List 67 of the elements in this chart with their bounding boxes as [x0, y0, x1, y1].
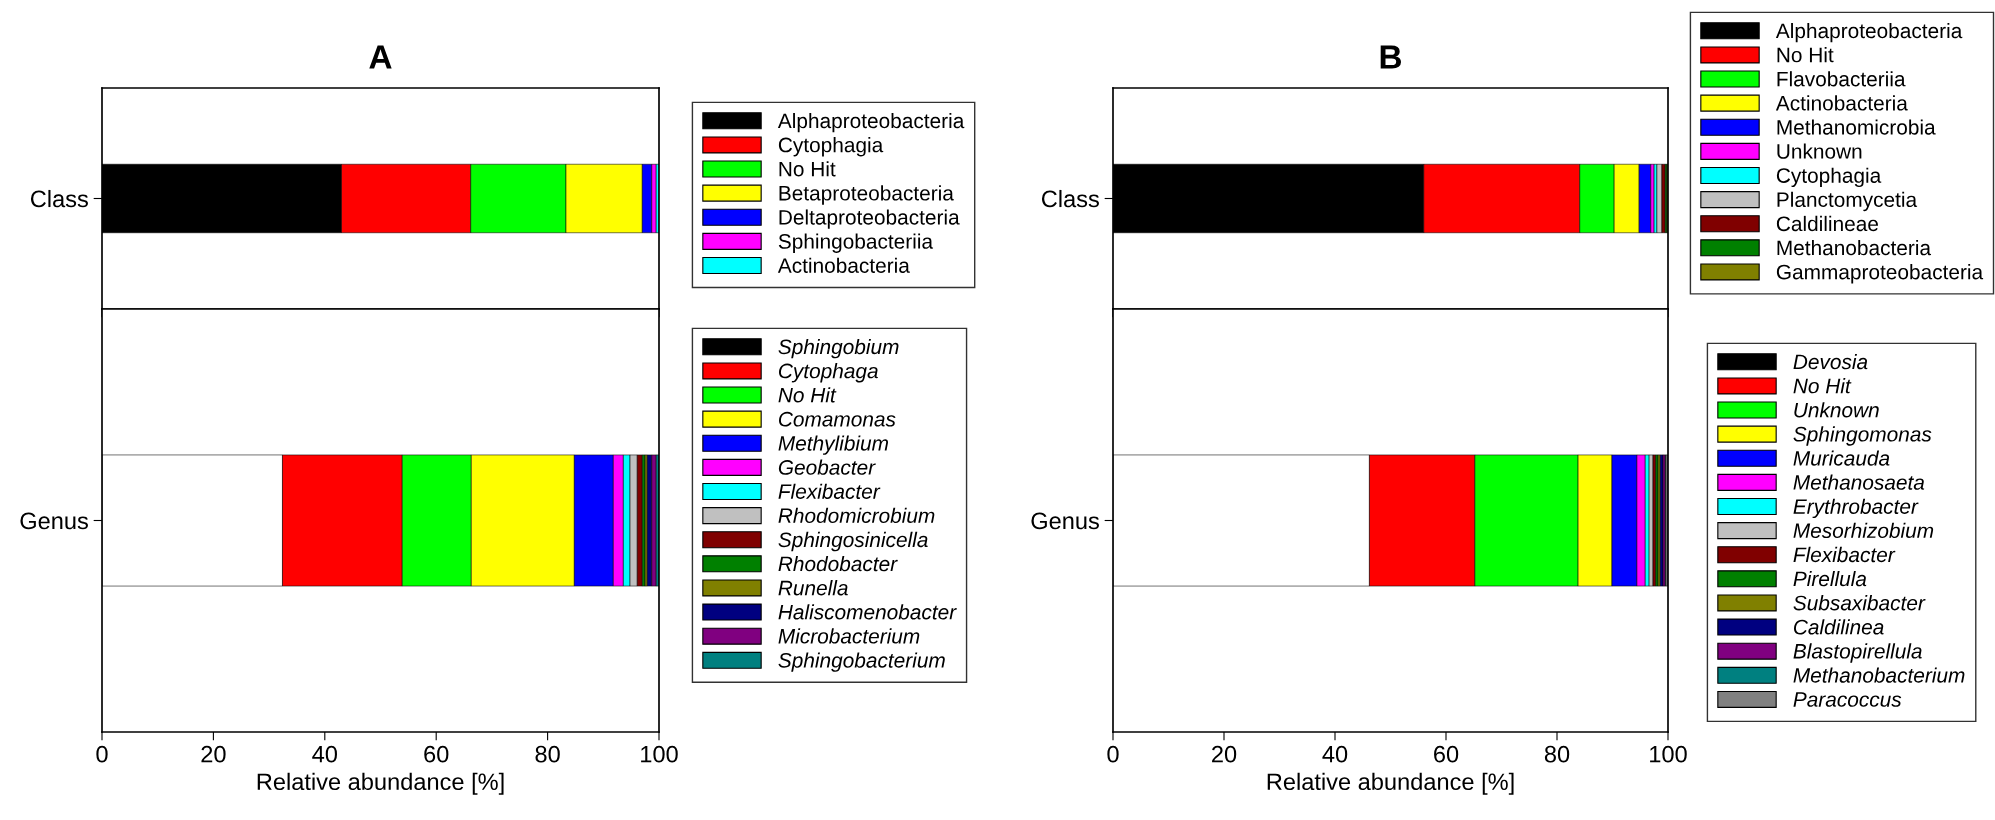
legend-label: Rhodobacter	[778, 555, 898, 572]
legend-label: Unknown	[1777, 143, 1862, 159]
legend-label: Betaproteobacteria	[779, 185, 954, 205]
legend-label: Actinobacteria	[1775, 95, 1908, 111]
legend-label: Methanomicrobia	[1777, 119, 1936, 135]
legend-label: Sphingomonas	[1793, 426, 1932, 446]
legend-label: No Hit	[1777, 47, 1834, 63]
legend-label: Subsaxibacter	[1793, 595, 1926, 611]
legend-label: Methanobacterium	[1793, 667, 1965, 683]
legend-label: Muricauda	[1793, 450, 1890, 466]
x-axis-title: Relative abundance [%]	[1267, 772, 1514, 795]
legend-label: Caldilineae	[1776, 215, 1878, 232]
x-tick-label: 0	[1107, 745, 1119, 763]
legend-label: Microbacterium	[778, 628, 920, 644]
x-tick-label: 60	[424, 745, 449, 763]
text: Cytophaga	[778, 363, 878, 383]
x-tick-label: 80	[1544, 745, 1570, 763]
legend-label: Sphingobacteriia	[778, 233, 934, 253]
legend-label: Rhodomicrobium	[778, 507, 935, 524]
x-tick-label: 60	[1434, 745, 1459, 763]
chart-title: A	[369, 45, 392, 69]
x-tick-label: 40	[312, 745, 338, 763]
legend-label: Alphaproteobacteria	[777, 112, 965, 133]
legend-label: Blastopirellula	[1793, 643, 1922, 663]
legend-label: Caldilinea	[1793, 619, 1884, 635]
legend-label: Methanosaeta	[1793, 474, 1925, 490]
legend-label: Actinobacteria	[777, 257, 910, 273]
y-tick-label: Class	[1041, 189, 1099, 208]
legend-label: Unknown	[1794, 402, 1879, 418]
x-tick-label: 20	[201, 745, 226, 763]
legend-label: Sphingosinicella	[778, 531, 928, 552]
legend-label: Sphingobacterium	[778, 652, 945, 672]
legend-label: Runella	[778, 580, 848, 596]
x-tick-label: 40	[1322, 745, 1348, 763]
legend-label: No Hit	[779, 161, 836, 177]
legend-label: Methanobacteria	[1777, 239, 1932, 256]
legend-label: Alphaproteobacteria	[1775, 22, 1963, 43]
x-tick-label: 0	[96, 745, 108, 763]
x-tick-label: 20	[1212, 745, 1237, 763]
legend-label: Gammaproteobacteria	[1776, 264, 1984, 284]
x-tick-label: 100	[1650, 745, 1687, 763]
legend-label: Deltaproteobacteria	[779, 209, 960, 229]
legend-label: Devosia	[1793, 353, 1868, 370]
legend-label: Planctomycetia	[1777, 191, 1918, 212]
chart-title: B	[1380, 45, 1402, 69]
text: Sphingobium	[778, 338, 899, 359]
text: No Hit	[778, 387, 837, 403]
y-tick-label: Class	[30, 189, 88, 208]
legend-label: Paracoccus	[1793, 692, 1902, 707]
legend-label: No Hit	[1793, 378, 1852, 394]
x-axis-title: Relative abundance [%]	[257, 772, 504, 795]
legend-label: Erythrobacter	[1793, 498, 1919, 519]
y-tick-label: Genus	[1031, 512, 1099, 530]
x-tick-label: 100	[641, 745, 678, 763]
text: Comamonas	[778, 411, 896, 427]
legend-label: Mesorhizobium	[1793, 522, 1934, 539]
legend-label: Flexibacter	[1793, 546, 1896, 563]
text: Flexibacter	[778, 483, 881, 499]
y-tick-label: Genus	[20, 512, 88, 530]
legend-label: Flavobacteriia	[1777, 71, 1906, 87]
text: Geobacter	[778, 459, 876, 475]
legend-label: Pirellula	[1793, 570, 1867, 587]
legend-label: Cytophagia	[1776, 167, 1882, 188]
legend-label: Haliscomenobacter	[778, 604, 957, 620]
text: Methylibium	[778, 435, 889, 455]
x-tick-label: 80	[535, 745, 560, 763]
legend-label: Cytophagia	[778, 137, 884, 157]
